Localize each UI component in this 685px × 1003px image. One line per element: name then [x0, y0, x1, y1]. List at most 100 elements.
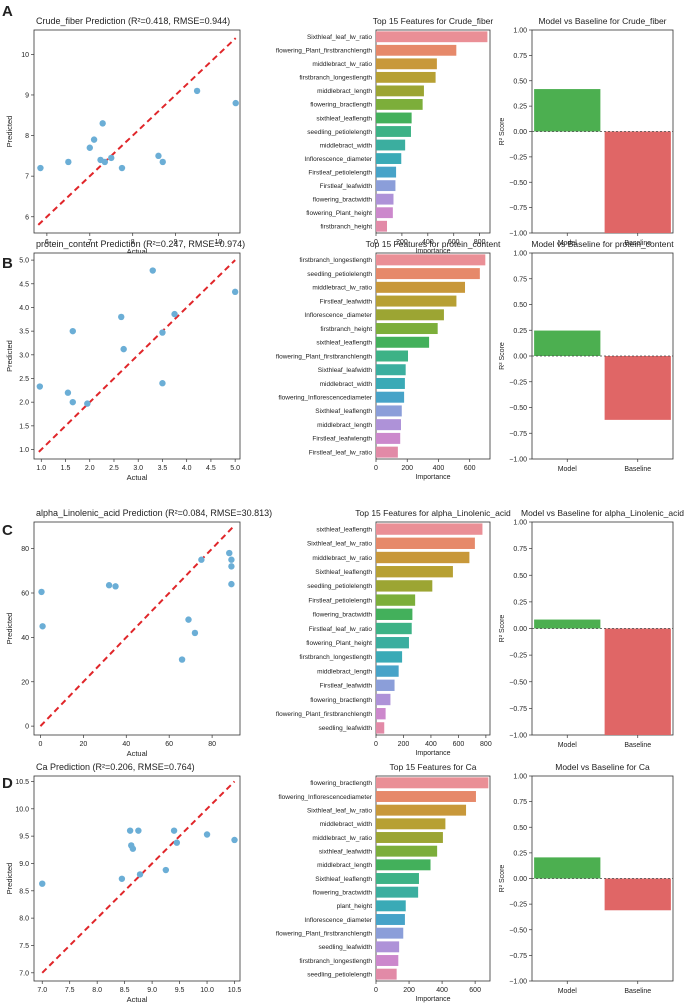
feature-bar-7: [376, 665, 399, 677]
feature-label-10: middlebract_lw_ratio: [312, 835, 372, 842]
x-tick-label-3: 5.0: [230, 465, 240, 472]
y-tick-label-3: 4.5: [19, 281, 29, 288]
feature-bar-10: [376, 927, 404, 939]
scatter-title-3: protein_content Prediction (R²=0.247, RM…: [36, 239, 245, 249]
y-tick-label-3: 2.5: [19, 376, 29, 383]
comparison-axis-label-5: R² Score: [499, 342, 506, 370]
feature-bar-10: [376, 845, 438, 857]
x-tick-label-6: 0: [38, 741, 42, 748]
feature-label-4: firstbranch_longestlength: [299, 257, 372, 264]
feature-label-4: flowering_Plant_firstbranchlength: [276, 353, 372, 360]
feature-bar-7: [376, 566, 453, 578]
scatter-point-6: [191, 629, 199, 637]
comparison-category-label-2: Model: [558, 240, 578, 247]
feature-label-10: sixthleaf_leafwidth: [319, 848, 372, 855]
comparison-bar-2: [604, 131, 671, 233]
feature-label-1: middlebract_width: [320, 142, 373, 149]
feature-label-10: Sixthleaf_leaf_lw_ratio: [307, 807, 372, 814]
feature-bar-4: [376, 268, 480, 280]
scatter-point-3: [69, 327, 76, 335]
scatter-point-9: [126, 827, 134, 834]
y-tick-label-0: 6: [25, 214, 29, 221]
feature-tick-label-7: 800: [480, 741, 492, 748]
feature-bar-1: [376, 139, 406, 151]
scatter-point-0: [101, 158, 109, 166]
feature-bar-4: [376, 309, 444, 321]
comparison-tick-label-2: −1.00: [509, 231, 527, 238]
comparison-bar-5: [604, 356, 671, 420]
feature-label-4: flowering_Inflorescencediameter: [278, 395, 372, 402]
feature-tick-label-10: 0: [374, 987, 378, 994]
scatter-point-6: [112, 583, 119, 590]
feature-tick-label-7: 400: [425, 741, 437, 748]
feature-title-7: Top 15 Features for alpha_Linolenic_acid: [355, 508, 511, 518]
feature-label-7: sixthleaf_leaflength: [316, 526, 372, 533]
panel-letter-a: A: [2, 3, 13, 20]
scatter-point-0: [99, 120, 106, 127]
feature-label-7: seedling_petiolelength: [307, 583, 372, 590]
feature-tick-label-10: 600: [469, 987, 481, 994]
feature-tick-label-7: 0: [374, 741, 378, 748]
scatter-point-6: [226, 549, 233, 557]
feature-bar-10: [376, 886, 419, 898]
scatter-point-9: [170, 827, 178, 834]
scatter-point-3: [159, 329, 166, 336]
feature-bar-4: [376, 364, 406, 376]
comparison-title-5: Model vs Baseline for protein_content: [531, 239, 674, 249]
comparison-axis-label-2: R² Score: [499, 118, 506, 146]
scatter-title-0: Crude_fiber Prediction (R²=0.418, RMSE=0…: [36, 16, 230, 26]
feature-bar-7: [376, 693, 391, 706]
feature-bar-10: [376, 941, 400, 953]
scatter-point-9: [173, 839, 181, 846]
comparison-category-label-8: Model: [558, 742, 578, 749]
comparison-axis-label-11: R² Score: [499, 865, 506, 893]
feature-label-4: Firstleaf_leafwlength: [312, 436, 372, 443]
identity-line-0: [37, 37, 237, 226]
feature-label-7: flowering_Plant_firstbranchlength: [276, 711, 372, 718]
y-tick-label-0: 9: [25, 92, 29, 99]
scatter-point-3: [171, 310, 178, 318]
feature-label-10: seedling_leafwidth: [319, 944, 373, 951]
feature-axis-label-10: Importance: [415, 996, 450, 1003]
feature-bar-7: [376, 679, 395, 691]
x-tick-label-6: 20: [79, 741, 87, 748]
x-axis-label-3: Actual: [127, 473, 148, 482]
comparison-title-8: Model vs Baseline for alpha_Linolenic_ac…: [521, 508, 684, 518]
feature-label-4: middlebract_width: [320, 381, 373, 388]
comparison-title-2: Model vs Baseline for Crude_fiber: [538, 16, 666, 26]
feature-label-1: middlebract_lw_ratio: [312, 61, 372, 68]
x-tick-label-3: 1.0: [36, 465, 46, 472]
feature-axis-label-7: Importance: [415, 750, 450, 757]
feature-bar-10: [376, 804, 467, 816]
feature-bar-1: [376, 99, 423, 110]
feature-label-4: Firstleaf_leafwidth: [320, 298, 373, 305]
feature-label-4: middlebract_lw_ratio: [312, 285, 372, 292]
comparison-tick-label-8: 0.25: [513, 599, 527, 606]
x-tick-label-9: 7.0: [37, 987, 47, 994]
comparison-tick-label-8: 0.75: [513, 546, 527, 553]
comparison-category-label-2: Baseline: [624, 240, 651, 247]
comparison-tick-label-2: 0.00: [513, 129, 527, 136]
y-tick-label-9: 10.0: [15, 806, 29, 813]
feature-label-4: Sixthleaf_leafwidth: [318, 367, 373, 374]
feature-bar-7: [376, 722, 385, 734]
y-tick-label-9: 8.0: [19, 916, 29, 923]
feature-label-1: firstbranch_longestlength: [299, 75, 372, 82]
scatter-point-6: [198, 556, 205, 563]
feature-bar-7: [376, 551, 470, 564]
feature-label-1: middlebract_length: [317, 88, 372, 95]
scatter-point-3: [36, 383, 44, 390]
y-tick-label-6: 0: [25, 724, 29, 731]
feature-label-10: firstbranch_longestlength: [299, 958, 372, 965]
feature-title-4: Top 15 Features for protein_content: [366, 239, 501, 249]
feature-tick-label-1: 400: [422, 239, 434, 246]
comparison-tick-label-5: −1.00: [509, 457, 527, 464]
feature-label-7: middlebract_length: [317, 668, 372, 675]
feature-bar-4: [376, 336, 430, 348]
feature-bar-7: [376, 708, 386, 720]
scatter-point-0: [86, 144, 93, 151]
feature-label-4: middlebract_length: [317, 422, 372, 429]
x-tick-label-9: 8.0: [92, 987, 102, 994]
feature-bar-4: [376, 254, 486, 266]
